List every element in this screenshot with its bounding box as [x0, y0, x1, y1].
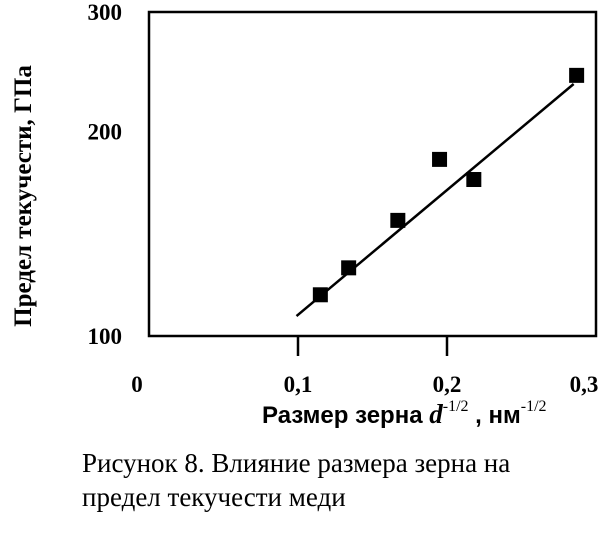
- x-tick-label: 0,2: [433, 372, 462, 397]
- data-point: [569, 67, 585, 83]
- data-point: [312, 287, 328, 303]
- x-axis-label-variable: d: [429, 399, 443, 429]
- x-tick-label: 0,3: [570, 372, 599, 397]
- caption-line-2: предел текучести меди: [82, 482, 346, 512]
- x-axis-label-unit-exponent: -1/2: [520, 398, 547, 415]
- x-tick-label: 0: [131, 372, 143, 397]
- x-axis-label-var-exponent: -1/2: [442, 398, 469, 415]
- data-point: [390, 212, 406, 228]
- fit-line: [295, 83, 575, 318]
- caption-line-1: Рисунок 8. Влияние размера зерна на: [82, 448, 511, 478]
- x-tick-labels: 0 0,1 0,2 0,3: [131, 336, 598, 397]
- x-axis-label-separator: ,: [468, 402, 489, 429]
- fit-line-group: [295, 83, 575, 318]
- data-point: [466, 172, 482, 188]
- y-axis-label: Предел текучести, ГПа: [10, 65, 37, 327]
- data-point: [432, 151, 448, 167]
- y-tick-label: 200: [88, 120, 123, 145]
- y-tick-label: 100: [88, 324, 123, 349]
- x-axis-label-prefix: Размер зерна: [262, 402, 430, 429]
- y-tick-labels: 100 200 300: [88, 0, 123, 349]
- plot-frame: [147, 10, 598, 338]
- data-points: [312, 67, 585, 303]
- figure-caption: Рисунок 8. Влияние размера зерна на пред…: [82, 446, 510, 514]
- data-point: [341, 260, 357, 276]
- x-axis-label: Размер зерна d-1/2 , нм-1/2: [262, 398, 547, 430]
- x-tick-label: 0,1: [284, 372, 313, 397]
- y-tick-label: 300: [88, 0, 123, 25]
- x-axis-label-unit: нм: [488, 402, 521, 429]
- chart: 100 200 300 0 0,1 0,2 0,3 Предел текучести, Г…: [10, 0, 598, 397]
